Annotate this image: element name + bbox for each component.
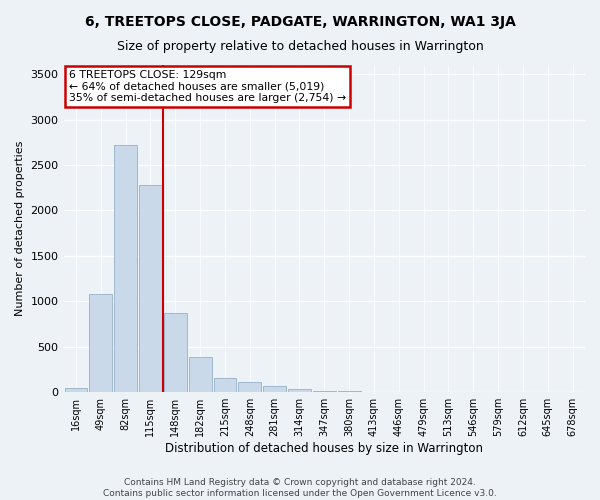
Bar [139,185,162,392]
X-axis label: Distribution of detached houses by size in Warrington: Distribution of detached houses by size … [165,442,483,455]
Bar [65,388,88,392]
Bar [188,357,212,392]
Y-axis label: Number of detached properties: Number of detached properties [15,141,25,316]
Text: 6 TREETOPS CLOSE: 129sqm
← 64% of detached houses are smaller (5,019)
35% of sem: 6 TREETOPS CLOSE: 129sqm ← 64% of detach… [69,70,346,103]
Bar [89,294,112,392]
Text: Size of property relative to detached houses in Warrington: Size of property relative to detached ho… [116,40,484,53]
Bar [263,386,286,392]
Bar [238,382,261,392]
Bar [214,378,236,392]
Text: Contains HM Land Registry data © Crown copyright and database right 2024.
Contai: Contains HM Land Registry data © Crown c… [103,478,497,498]
Bar [288,390,311,392]
Bar [164,313,187,392]
Bar [313,391,335,392]
Text: 6, TREETOPS CLOSE, PADGATE, WARRINGTON, WA1 3JA: 6, TREETOPS CLOSE, PADGATE, WARRINGTON, … [85,15,515,29]
Bar [114,145,137,392]
